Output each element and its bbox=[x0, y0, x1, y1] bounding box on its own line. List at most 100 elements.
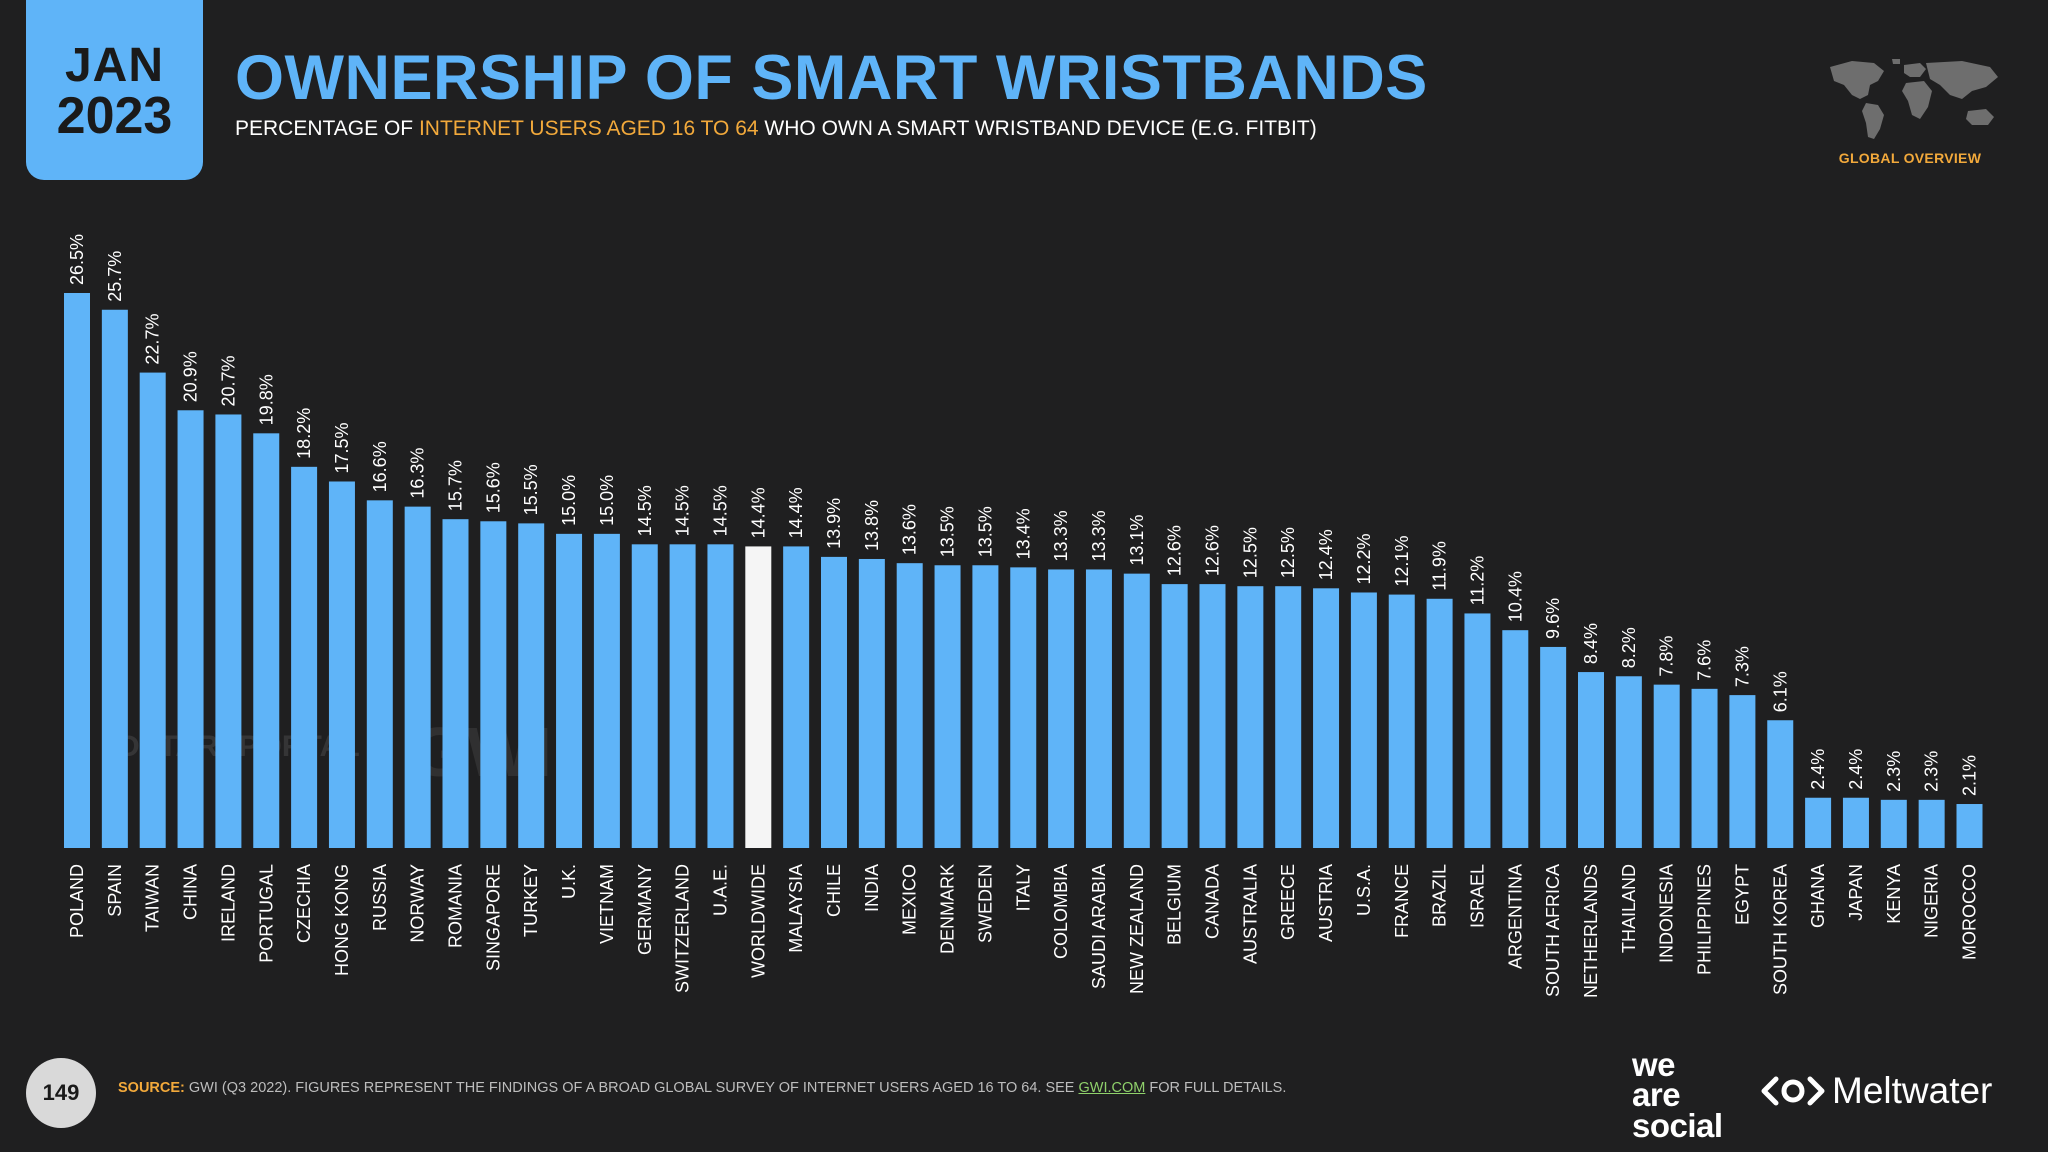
value-label-colombia: 13.3% bbox=[1051, 510, 1071, 561]
date-badge: JAN 2023 bbox=[26, 0, 203, 180]
category-label-brazil: BRAZIL bbox=[1430, 864, 1450, 927]
category-label-belgium: BELGIUM bbox=[1165, 864, 1185, 945]
value-label-egypt: 7.3% bbox=[1732, 646, 1752, 687]
category-label-kenya: KENYA bbox=[1884, 864, 1904, 924]
bar-kenya bbox=[1880, 799, 1907, 848]
category-label-malaysia: MALAYSIA bbox=[786, 864, 806, 953]
bar-israel bbox=[1464, 613, 1491, 848]
category-label-france: FRANCE bbox=[1392, 864, 1412, 938]
category-label-singapore: SINGAPORE bbox=[483, 864, 503, 971]
category-label-china: CHINA bbox=[181, 864, 201, 920]
category-label-thailand: THAILAND bbox=[1619, 864, 1639, 953]
value-label-malaysia: 14.4% bbox=[786, 487, 806, 538]
category-label-romania: ROMANIA bbox=[446, 864, 466, 948]
subtitle-highlight: INTERNET USERS AGED 16 TO 64 bbox=[418, 117, 759, 140]
bar-mexico bbox=[896, 563, 923, 848]
bar-russia bbox=[366, 500, 393, 848]
meltwater-logo: Meltwater bbox=[1760, 1070, 1992, 1112]
category-label-portugal: PORTUGAL bbox=[256, 864, 276, 963]
value-label-romania: 15.7% bbox=[446, 460, 466, 511]
bar-colombia bbox=[1048, 569, 1075, 848]
value-label-austria: 12.4% bbox=[1316, 529, 1336, 580]
value-label-chile: 13.9% bbox=[824, 498, 844, 549]
section-label: GLOBAL OVERVIEW bbox=[1838, 150, 1982, 166]
bar-canada bbox=[1199, 584, 1226, 848]
value-label-portugal: 19.8% bbox=[256, 374, 276, 425]
value-label-russia: 16.6% bbox=[370, 441, 390, 492]
bar-india bbox=[858, 558, 885, 848]
category-label-spain: SPAIN bbox=[105, 864, 125, 917]
value-label-thailand: 8.2% bbox=[1619, 627, 1639, 668]
category-label-morocco: MOROCCO bbox=[1960, 864, 1980, 960]
source-label: SOURCE: bbox=[118, 1080, 185, 1096]
bar-switzerland bbox=[669, 544, 696, 848]
bar-south-africa bbox=[1540, 646, 1567, 848]
value-label-hong-kong: 17.5% bbox=[332, 422, 352, 473]
date-month: JAN bbox=[64, 39, 165, 92]
bar-germany bbox=[631, 544, 658, 848]
bar-thailand bbox=[1615, 676, 1642, 848]
category-label-ghana: GHANA bbox=[1808, 864, 1828, 928]
bar-brazil bbox=[1426, 598, 1453, 848]
category-label-australia: AUSTRALIA bbox=[1240, 864, 1260, 964]
bar-denmark bbox=[934, 565, 961, 848]
bar-ireland bbox=[215, 414, 242, 848]
category-label-israel: ISRAEL bbox=[1467, 864, 1487, 928]
value-label-france: 12.1% bbox=[1392, 536, 1412, 587]
bar-portugal bbox=[253, 433, 280, 848]
category-label-argentina: ARGENTINA bbox=[1505, 864, 1525, 969]
category-label-south-africa: SOUTH AFRICA bbox=[1543, 864, 1563, 997]
value-label-u-k: 15.0% bbox=[559, 475, 579, 526]
value-label-sweden: 13.5% bbox=[975, 506, 995, 557]
bar-philippines bbox=[1691, 688, 1718, 848]
value-label-czechia: 18.2% bbox=[294, 408, 314, 459]
category-label-india: INDIA bbox=[862, 864, 882, 912]
value-label-spain: 25.7% bbox=[105, 251, 125, 302]
bar-hong-kong bbox=[328, 481, 355, 848]
value-label-china: 20.9% bbox=[181, 351, 201, 402]
value-label-brazil: 11.9% bbox=[1430, 541, 1450, 591]
value-label-singapore: 15.6% bbox=[483, 462, 503, 513]
bar-south-korea bbox=[1767, 720, 1794, 848]
bar-romania bbox=[442, 519, 469, 848]
bar-egypt bbox=[1729, 695, 1756, 848]
bar-u-a-e bbox=[707, 544, 734, 848]
bar-france bbox=[1388, 594, 1415, 848]
category-label-indonesia: INDONESIA bbox=[1657, 864, 1677, 963]
value-label-greece: 12.5% bbox=[1278, 527, 1298, 578]
value-label-indonesia: 7.8% bbox=[1657, 636, 1677, 677]
category-label-norway: NORWAY bbox=[408, 864, 428, 943]
source-text-end: FOR FULL DETAILS. bbox=[1145, 1080, 1287, 1096]
bar-italy bbox=[1010, 567, 1037, 848]
bar-chile bbox=[821, 556, 847, 848]
source-note: SOURCE: GWI (Q3 2022). FIGURES REPRESENT… bbox=[118, 1080, 1286, 1096]
category-label-philippines: PHILIPPINES bbox=[1695, 864, 1715, 975]
value-label-poland: 26.5% bbox=[67, 234, 87, 285]
category-label-nigeria: NIGERIA bbox=[1922, 864, 1942, 938]
category-label-u-a-e: U.A.E. bbox=[710, 864, 730, 916]
bar-vietnam bbox=[593, 533, 620, 848]
bar-saudi-arabia bbox=[1085, 569, 1112, 848]
value-label-ghana: 2.4% bbox=[1808, 749, 1828, 790]
category-label-ireland: IRELAND bbox=[218, 864, 238, 942]
bar-chart: 26.5% POLAND 25.7% SPAIN 22.7% TAIWAN 20.9% CHI… bbox=[64, 234, 1983, 998]
value-label-south-africa: 9.6% bbox=[1543, 598, 1563, 639]
we-are-social-logo: we are social bbox=[1632, 1046, 1723, 1144]
bar-ghana bbox=[1805, 797, 1832, 848]
bar-belgium bbox=[1161, 584, 1188, 848]
bar-malaysia bbox=[783, 546, 810, 848]
category-label-taiwan: TAIWAN bbox=[143, 864, 163, 932]
source-link[interactable]: GWI.COM bbox=[1078, 1080, 1146, 1096]
bar-nigeria bbox=[1918, 799, 1945, 848]
world-map-icon bbox=[1822, 55, 2004, 145]
category-label-saudi-arabia: SAUDI ARABIA bbox=[1089, 864, 1109, 989]
bar-netherlands bbox=[1578, 672, 1604, 848]
bar-spain bbox=[101, 309, 128, 848]
page-number: 149 bbox=[26, 1058, 96, 1128]
subtitle: PERCENTAGE OF INTERNET USERS AGED 16 TO … bbox=[235, 117, 1317, 141]
bar-australia bbox=[1237, 586, 1264, 848]
bar-turkey bbox=[518, 523, 545, 848]
bar-japan bbox=[1842, 797, 1869, 848]
value-label-worldwide: 14.4% bbox=[748, 487, 768, 538]
category-label-new-zealand: NEW ZEALAND bbox=[1127, 864, 1147, 994]
